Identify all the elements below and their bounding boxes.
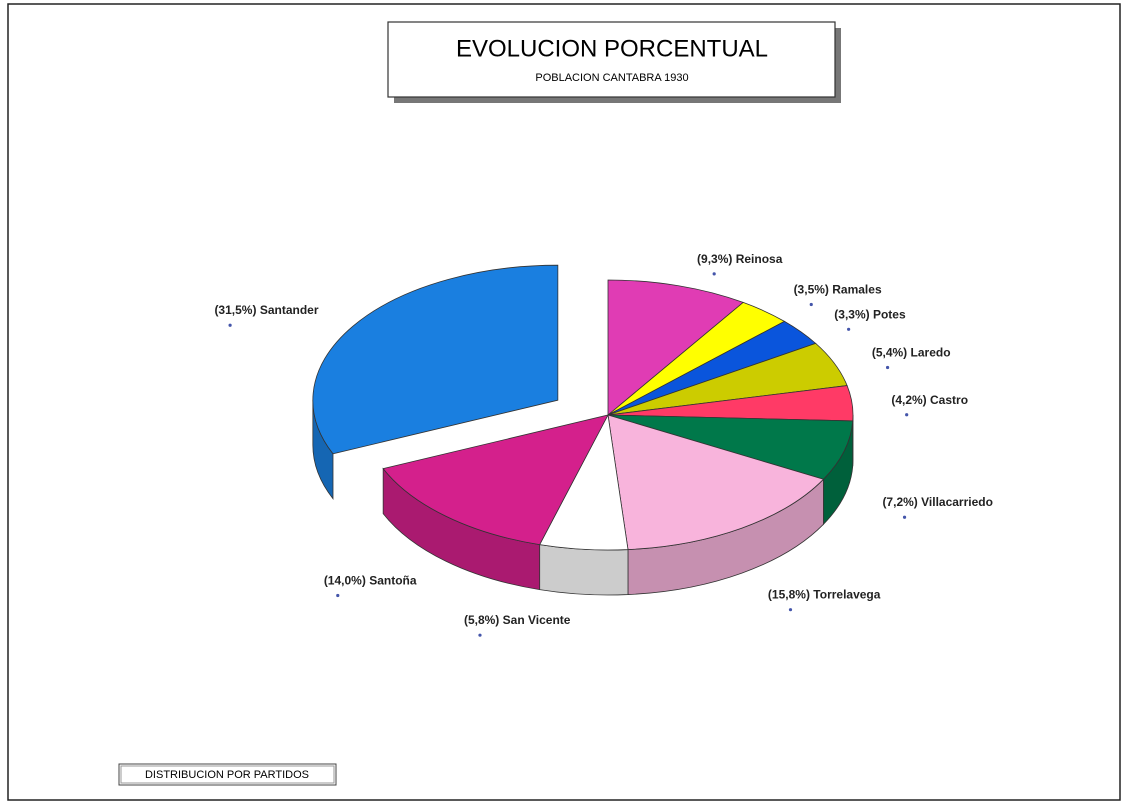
- slice-label: (5,4%) Laredo: [872, 346, 951, 360]
- value-label: (7,2%): [882, 495, 917, 509]
- chart-title: EVOLUCION PORCENTUAL: [456, 35, 768, 62]
- value-label: (15,8%): [768, 588, 810, 602]
- slice-label: (4,2%) Castro: [891, 393, 968, 407]
- chart-subtitle: POBLACION CANTABRA 1930: [535, 72, 688, 84]
- label-dot: [789, 608, 792, 611]
- slice-side: [540, 545, 628, 595]
- value-label: (9,3%): [697, 252, 732, 266]
- category-label: Torrelavega: [813, 588, 880, 602]
- slice-label: (5,8%) San Vicente: [464, 613, 571, 627]
- label-dot: [229, 324, 232, 327]
- slice-label: (9,3%) Reinosa: [697, 252, 783, 266]
- value-label: (5,4%): [872, 346, 907, 360]
- value-label: (3,5%): [794, 283, 829, 297]
- value-label: (14,0%): [324, 574, 366, 588]
- category-label: Santoña: [369, 574, 417, 588]
- category-label: Ramales: [832, 283, 882, 297]
- value-label: (3,3%): [834, 307, 869, 321]
- label-dot: [713, 272, 716, 275]
- category-label: Santander: [260, 303, 319, 317]
- label-dot: [886, 366, 889, 369]
- slice-label: (3,5%) Ramales: [794, 283, 882, 297]
- slice-label: (31,5%) Santander: [214, 303, 318, 317]
- label-dot: [905, 413, 908, 416]
- category-label: Laredo: [911, 346, 951, 360]
- label-dot: [847, 328, 850, 331]
- value-label: (4,2%): [891, 393, 926, 407]
- category-label: Castro: [930, 393, 968, 407]
- category-label: Potes: [873, 307, 906, 321]
- slice-label: (7,2%) Villacarriedo: [882, 495, 993, 509]
- label-dot: [810, 303, 813, 306]
- slice-label: (15,8%) Torrelavega: [768, 588, 881, 602]
- slice-label: (3,3%) Potes: [834, 307, 906, 321]
- category-label: Reinosa: [736, 252, 783, 266]
- value-label: (5,8%): [464, 613, 499, 627]
- label-dot: [903, 516, 906, 519]
- category-label: Villacarriedo: [921, 495, 993, 509]
- value-label: (31,5%): [214, 303, 256, 317]
- footer-label: DISTRIBUCION POR PARTIDOS: [145, 769, 309, 781]
- category-label: San Vicente: [503, 613, 571, 627]
- slice-label: (14,0%) Santoña: [324, 574, 417, 588]
- label-dot: [336, 594, 339, 597]
- label-dot: [478, 634, 481, 637]
